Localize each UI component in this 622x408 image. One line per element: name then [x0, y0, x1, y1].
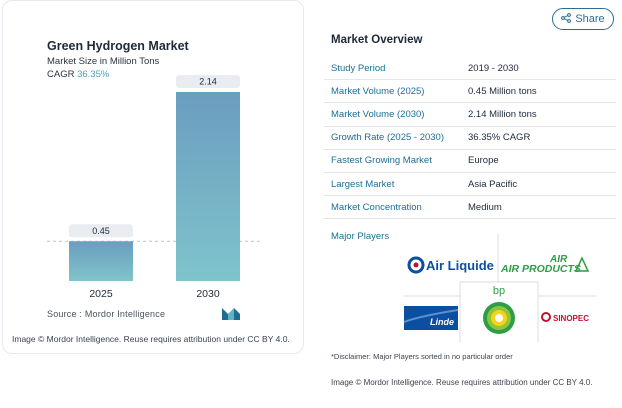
- bp-logo: bp: [483, 285, 515, 334]
- overview-table: Study Period 2019 - 2030 Market Volume (…: [324, 57, 616, 220]
- data-label-bg: [69, 224, 133, 238]
- row-value: Europe: [468, 155, 499, 167]
- svg-text:AIR: AIR: [549, 254, 568, 265]
- table-row: Fastest Growing Market Europe: [324, 150, 616, 173]
- cagr-label: CAGR: [47, 69, 75, 80]
- player-name: AIR PRODUCTS: [500, 263, 581, 275]
- player-name: bp: [493, 285, 505, 297]
- table-row: Market Concentration Medium: [324, 196, 616, 220]
- row-key: Market Volume (2030): [331, 108, 425, 120]
- row-key: Largest Market: [331, 178, 395, 190]
- row-value: 0.45 Million tons: [468, 85, 537, 97]
- data-label-bg: [176, 75, 240, 88]
- tick-label: 2030: [196, 288, 220, 300]
- air-products-logo: AIR AIR PRODUCTS: [500, 254, 590, 275]
- chart-card: Green Hydrogen Market Market Size in Mil…: [2, 0, 304, 354]
- major-players-label: Major Players: [331, 231, 390, 242]
- market-overview-title: Market Overview: [331, 34, 423, 46]
- table-row: Market Volume (2030) 2.14 Million tons: [324, 103, 616, 127]
- cagr-text: CAGR 36.35%: [47, 69, 109, 80]
- share-button[interactable]: Share: [552, 8, 614, 30]
- row-key: Growth Rate (2025 - 2030): [331, 132, 445, 144]
- row-value: 2019 - 2030: [468, 62, 519, 74]
- chart-attribution: Image © Mordor Intelligence. Reuse requi…: [12, 334, 290, 344]
- cagr-value: 36.35%: [77, 69, 110, 80]
- sinopec-logo: SINOPEC: [541, 312, 589, 323]
- chart-source: Source : Mordor Intelligence: [47, 309, 166, 319]
- player-name: Linde: [430, 317, 454, 327]
- row-key: Fastest Growing Market: [331, 155, 432, 167]
- player-name: Air Liquide: [426, 258, 494, 273]
- share-label: Share: [575, 13, 605, 25]
- row-key: Study Period: [331, 62, 386, 74]
- major-players-logos: Air Liquide AIR AIR PRODUCTS Linde bp: [400, 230, 600, 347]
- row-key: Market Volume (2025): [331, 85, 425, 97]
- table-row: Market Volume (2025) 0.45 Million tons: [324, 80, 616, 104]
- chart-subtitle: Market Size in Million Tons: [47, 56, 160, 67]
- chart-title: Green Hydrogen Market: [47, 39, 189, 53]
- data-label: 0.45: [92, 226, 110, 236]
- player-name: SINOPEC: [553, 314, 589, 323]
- disclaimer-text: *Disclaimer: Major Players sorted in no …: [331, 352, 513, 361]
- overview-attribution: Image © Mordor Intelligence. Reuse requi…: [331, 378, 593, 387]
- row-value: Asia Pacific: [468, 178, 518, 190]
- linde-logo: Linde: [403, 306, 459, 330]
- row-value: 2.14 Million tons: [468, 108, 537, 120]
- tick-label: 2025: [89, 288, 113, 300]
- table-row: Study Period 2019 - 2030: [324, 57, 616, 81]
- row-key: Market Concentration: [331, 201, 422, 213]
- air-liquide-logo: Air Liquide: [407, 256, 494, 274]
- share-icon: [561, 12, 572, 26]
- bar-chart: 0.45 2025 2.14 2030: [47, 75, 263, 300]
- table-row: Growth Rate (2025 - 2030) 36.35% CAGR: [324, 127, 616, 150]
- bar-2025: [69, 241, 133, 281]
- data-label: 2.14: [199, 77, 217, 87]
- table-row: Largest Market Asia Pacific: [324, 173, 616, 197]
- bar-2030: [176, 92, 240, 281]
- row-value: 36.35% CAGR: [468, 132, 531, 144]
- row-value: Medium: [468, 201, 502, 213]
- mordor-logo-icon: [222, 306, 240, 325]
